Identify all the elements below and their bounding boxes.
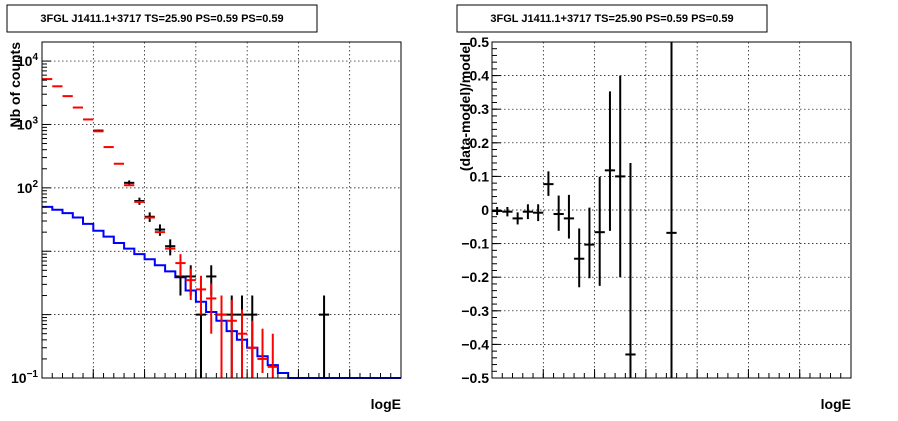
residual-point (625, 162, 636, 378)
residuals-y-axis-title: (data-model)/model (457, 42, 473, 171)
residual-point (666, 42, 677, 378)
counts-tick-labels: 10−1 102 103 104 (11, 52, 38, 386)
data-point (154, 224, 166, 236)
y-tick-label: 0 (481, 202, 489, 218)
y-tick-label: −0.3 (461, 303, 489, 319)
y-tick-label: −0.2 (461, 269, 489, 285)
counts-y-axis-title: Nb of counts (7, 42, 23, 128)
residuals-series (492, 42, 677, 378)
residuals-grid (492, 42, 851, 378)
residuals-x-axis-title: logE (821, 396, 851, 412)
counts-ticks (41, 41, 402, 379)
y-tick-label: −0.1 (461, 236, 489, 252)
y-tick-label: 104 (17, 52, 39, 69)
residuals-tick-labels: −0.5 −0.4 −0.3 −0.2 −0.1 0 0.1 0.2 0.3 0.4 0.5 (461, 34, 489, 386)
residual-point (563, 194, 575, 239)
residual-point (512, 212, 523, 225)
counts-series (42, 78, 401, 379)
residual-point (604, 91, 616, 231)
y-tick-label: 102 (17, 179, 39, 196)
counts-title-box (6, 4, 318, 33)
residual-point (543, 171, 554, 196)
residuals-ticks (491, 41, 852, 379)
residual-point (553, 195, 564, 231)
y-tick-label: 0.2 (470, 135, 490, 151)
residual-point (492, 206, 503, 216)
model-point (226, 300, 237, 378)
model-point (267, 333, 278, 378)
residual-point (594, 176, 605, 286)
y-tick-label: −0.5 (461, 370, 489, 386)
y-tick-label: −0.4 (461, 336, 489, 352)
residual-point (522, 204, 534, 220)
residual-point (615, 75, 626, 278)
residuals-title: 3FGL J1411.1+3717 TS=25.90 PS=0.59 PS=0.… (490, 13, 733, 25)
model-point (185, 268, 196, 301)
residual-point (533, 204, 544, 222)
counts-title: 3FGL J1411.1+3717 TS=25.90 PS=0.59 PS=0.… (40, 13, 283, 25)
y-tick-label: 0.1 (470, 168, 490, 184)
counts-x-axis-title: logE (371, 396, 401, 412)
model-point (247, 320, 258, 378)
model-point (236, 309, 248, 378)
data-point (318, 295, 330, 378)
counts-frame (41, 41, 402, 379)
y-tick-label: 103 (17, 115, 39, 132)
y-tick-label: 0.4 (470, 68, 490, 84)
data-point (165, 239, 176, 256)
residual-point (502, 206, 513, 217)
model-point (257, 328, 268, 373)
model-point (206, 283, 217, 334)
y-tick-label: 0.3 (470, 101, 490, 117)
model-point (175, 254, 186, 277)
residual-point (584, 207, 595, 279)
model-point (195, 275, 207, 315)
model-point (216, 295, 227, 378)
counts-grid (42, 42, 401, 378)
y-tick-label: 10−1 (11, 369, 38, 386)
counts-panel: 10−1 102 103 104 logE Nb of counts 3FGL J14… (6, 4, 402, 412)
residuals-title-box (456, 4, 768, 33)
residuals-panel: −0.5 −0.4 −0.3 −0.2 −0.1 0 0.1 0.2 0.3 0.4 0.5 log… (456, 4, 852, 412)
y-tick-label: 0.5 (470, 34, 490, 50)
residual-point (574, 228, 585, 288)
